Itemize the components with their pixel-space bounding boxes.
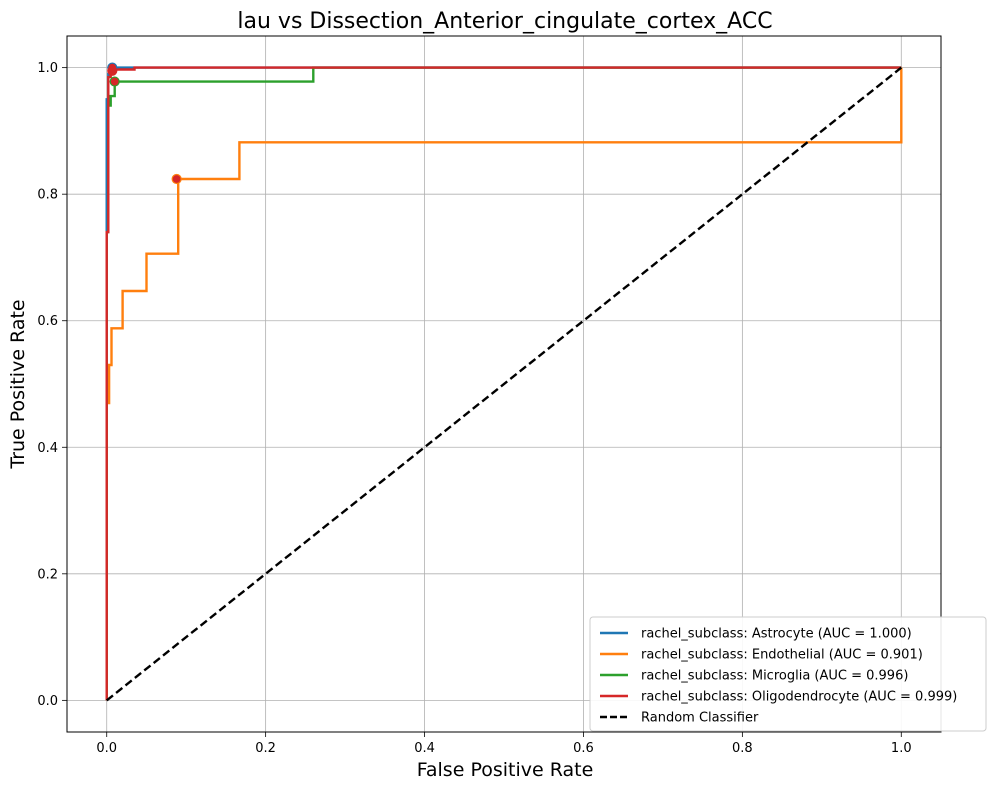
- plot-area-frame: [66, 35, 942, 733]
- series-line-1: [105, 67, 903, 701]
- y-tick-label: 0.0: [37, 694, 58, 709]
- chart-title: lau vs Dissection_Anterior_cingulate_cor…: [237, 9, 772, 34]
- y-tick-label: 0.4: [37, 441, 58, 456]
- plot-series: [105, 62, 903, 702]
- legend-entry-0: rachel_subclass: Astrocyte (AUC = 1.000): [641, 627, 912, 642]
- threshold-point-2: [109, 76, 120, 87]
- threshold-point-1: [171, 173, 182, 185]
- legend-entry-3: rachel_subclass: Oligodendrocyte (AUC = …: [641, 690, 957, 705]
- legend: rachel_subclass: Astrocyte (AUC = 1.000)…: [589, 616, 987, 732]
- x-tick-label: 0.2: [255, 741, 276, 756]
- y-tick-label: 1.0: [37, 61, 58, 76]
- series-line-4: [105, 66, 903, 702]
- x-tick-label: 0.6: [573, 741, 594, 756]
- y-axis-title: True Positive Rate: [7, 299, 29, 469]
- y-tick-label: 0.2: [37, 567, 58, 582]
- x-axis-title: False Positive Rate: [417, 759, 594, 781]
- legend-box: [589, 616, 987, 732]
- axis-ticks: 0.0 0.2 0.4 0.6 0.8 1.0 0.0 0.2 0.4 0.6 0.8 1.0: [37, 61, 911, 756]
- x-tick-label: 0.4: [414, 741, 435, 756]
- legend-entry-2: rachel_subclass: Microglia (AUC = 0.996): [641, 669, 908, 684]
- legend-entry-4: Random Classifier: [641, 711, 759, 726]
- legend-entry-1: rachel_subclass: Endothelial (AUC = 0.90…: [641, 648, 923, 663]
- threshold-point-3: [107, 65, 118, 76]
- y-tick-label: 0.6: [37, 314, 58, 329]
- x-tick-label: 0.8: [732, 741, 753, 756]
- x-tick-label: 0.0: [96, 741, 117, 756]
- y-tick-label: 0.8: [37, 188, 58, 203]
- x-tick-label: 1.0: [891, 741, 912, 756]
